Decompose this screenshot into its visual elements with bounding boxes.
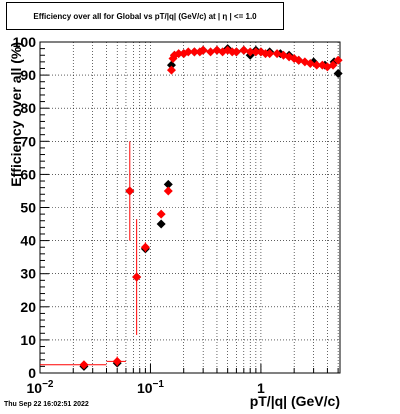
- data-point: [245, 47, 255, 57]
- x-tick-label: 1: [257, 380, 265, 396]
- data-point: [174, 49, 184, 59]
- y-tick-label: 100: [13, 34, 37, 50]
- chart-title: Efficiency over all for Global vs pT/|q|…: [6, 2, 284, 30]
- x-tick-label: 10−2: [27, 379, 54, 396]
- y-tick-label: 70: [20, 133, 36, 149]
- y-tick-label: 60: [20, 166, 36, 182]
- data-point: [322, 62, 332, 72]
- x-tick-label-base: 10: [27, 380, 43, 396]
- x-tick-label: 10−1: [137, 379, 164, 396]
- data-point: [163, 186, 173, 196]
- axis-ticks: [39, 41, 339, 374]
- data-point: [328, 60, 338, 70]
- y-axis-title: Efficiency over all (%): [8, 42, 24, 187]
- data-point: [132, 272, 142, 282]
- y-tick-label: 80: [20, 100, 36, 116]
- y-tick-label: 10: [20, 332, 36, 348]
- data-point: [312, 60, 322, 70]
- data-point: [305, 59, 315, 69]
- x-tick-label-base: 1: [257, 380, 265, 396]
- data-point: [272, 49, 282, 59]
- data-point: [189, 47, 199, 57]
- data-point: [231, 47, 241, 57]
- x-tick-label-exponent: −1: [153, 379, 165, 390]
- y-tick-label: 30: [20, 266, 36, 282]
- data-point: [183, 47, 193, 57]
- data-point: [251, 47, 261, 57]
- y-tick-label: 90: [20, 67, 36, 83]
- data-point: [333, 55, 343, 65]
- data-point: [206, 47, 216, 57]
- data-point: [112, 356, 122, 366]
- y-tick-label: 40: [20, 233, 36, 249]
- data-point: [79, 360, 89, 370]
- grid: [40, 42, 340, 373]
- data-point: [125, 186, 135, 196]
- data-point: [140, 242, 150, 252]
- data-point: [265, 49, 275, 59]
- y-tick-label: 50: [20, 200, 36, 216]
- y-tick-label: 0: [28, 365, 36, 381]
- data-point: [156, 219, 166, 229]
- series-1: [40, 45, 343, 370]
- data-point: [163, 179, 173, 189]
- data-point: [198, 45, 208, 55]
- data-point: [166, 60, 176, 70]
- data-point: [156, 209, 166, 219]
- data-point: [239, 45, 249, 55]
- y-tick-label: 20: [20, 299, 36, 315]
- data-points: [40, 44, 343, 371]
- timestamp: Thu Sep 22 16:02:51 2022: [4, 401, 89, 408]
- x-tick-label-exponent: −2: [42, 379, 54, 390]
- data-point: [333, 68, 343, 78]
- x-axis-title: pT/|q| (GeV/c): [250, 393, 340, 409]
- data-point: [166, 65, 176, 75]
- x-tick-label-base: 10: [137, 380, 153, 396]
